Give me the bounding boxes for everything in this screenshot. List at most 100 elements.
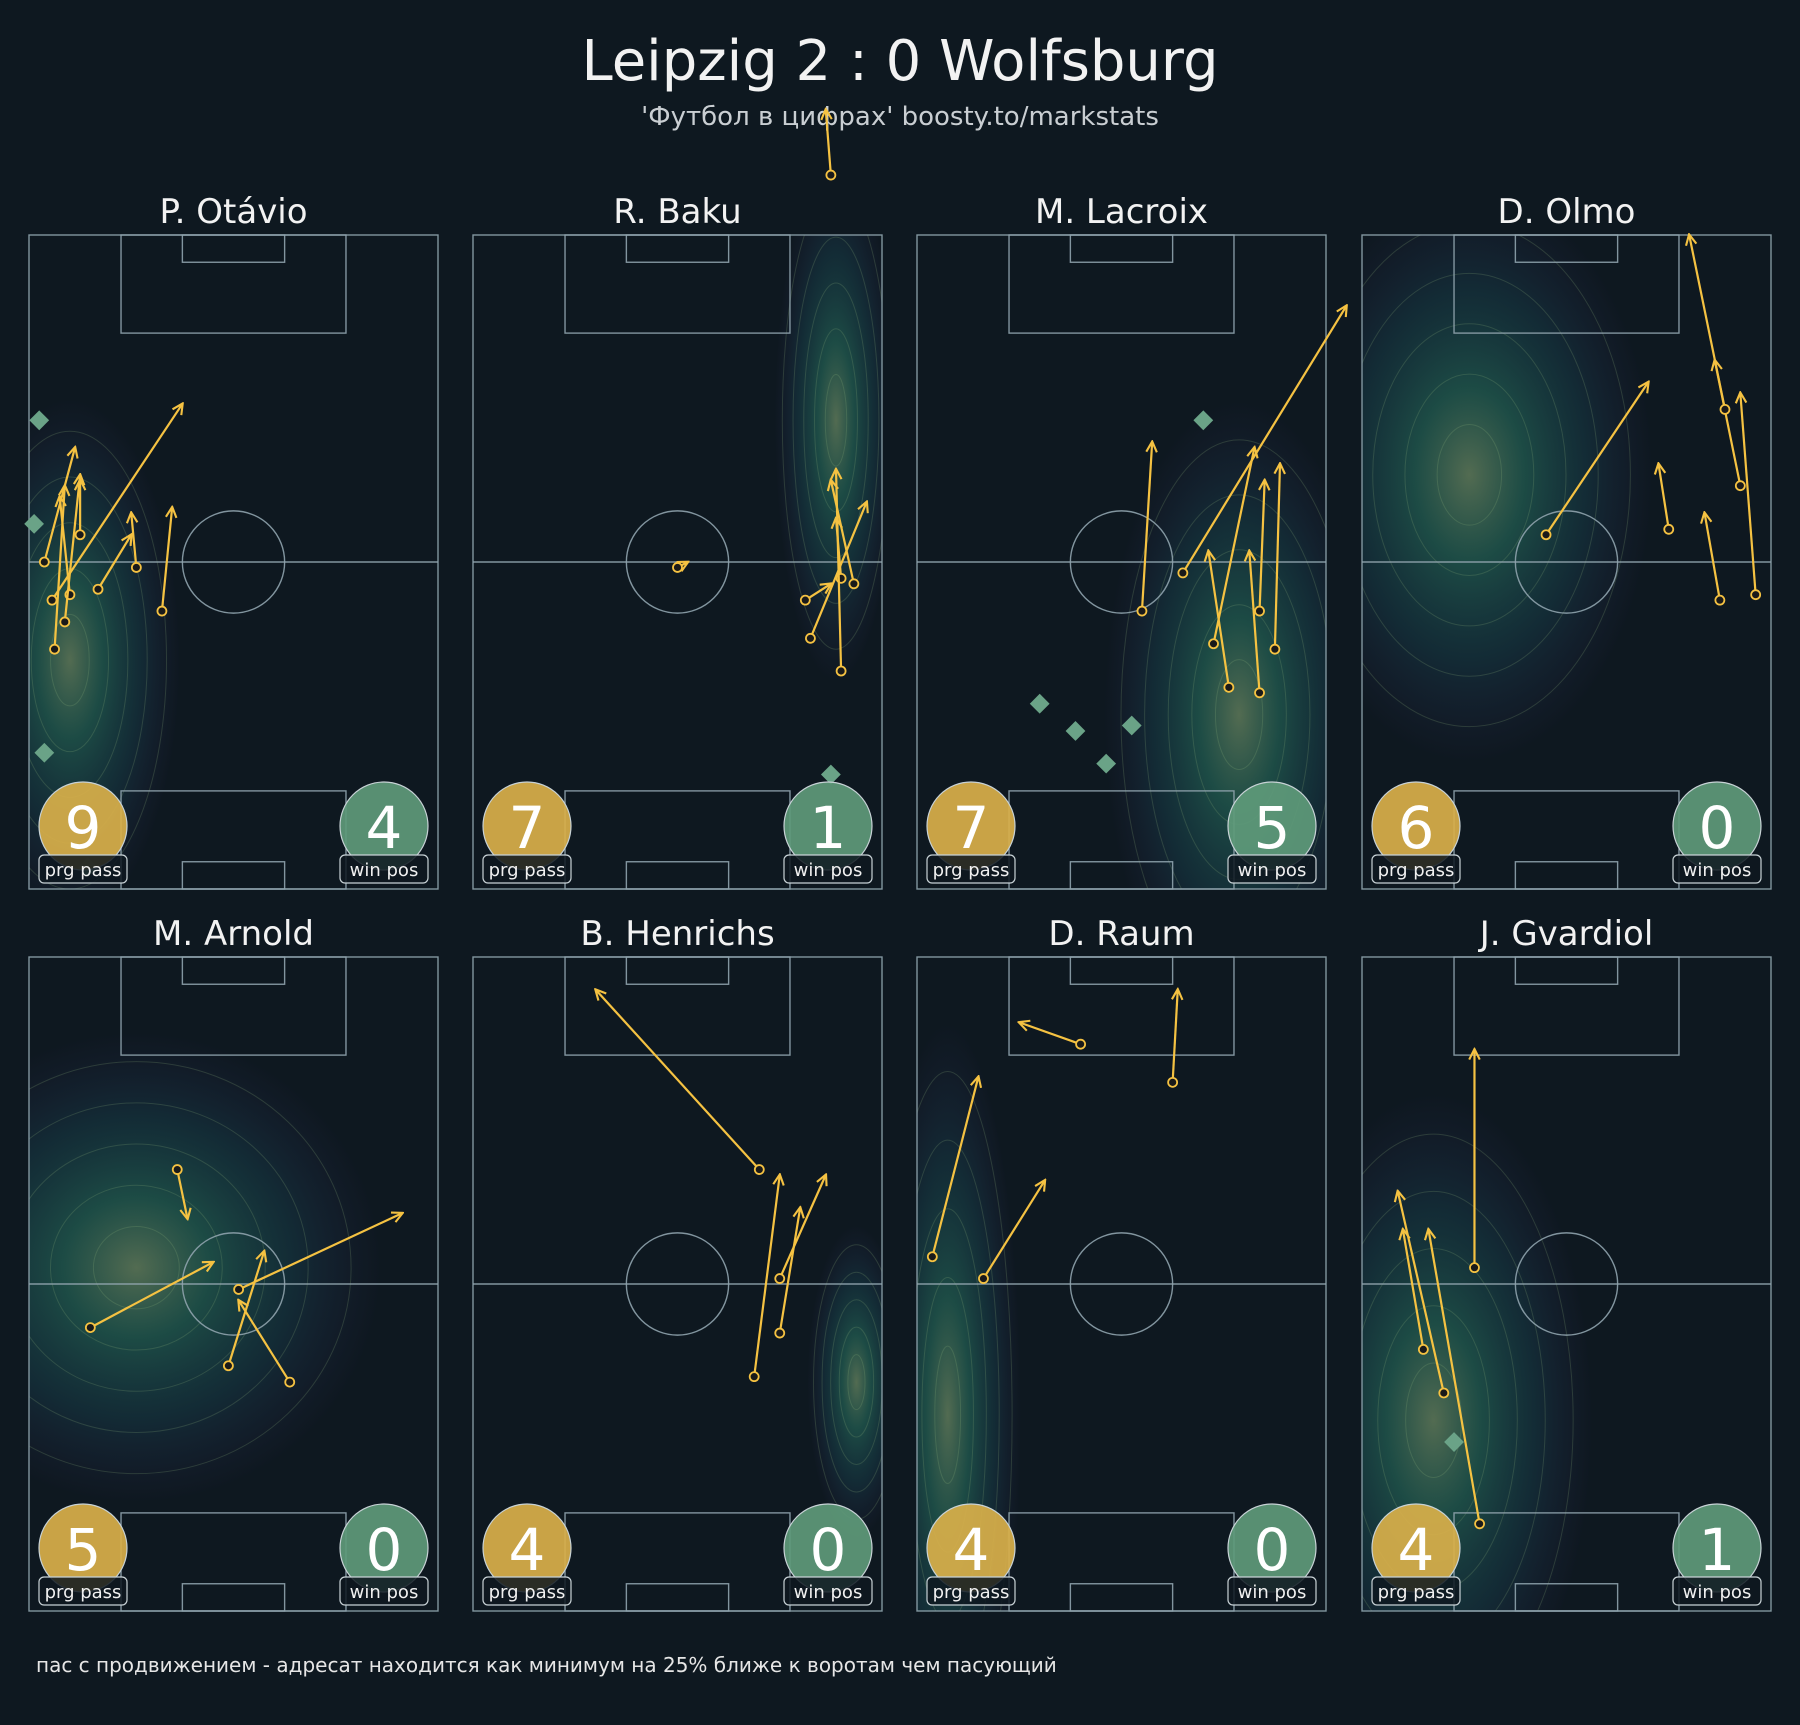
progressive-pass-arrow (826, 110, 831, 176)
pass-origin (1208, 638, 1219, 650)
prg-pass-label-box (38, 854, 128, 884)
heat-contour (838, 1326, 875, 1438)
pass-origin (1469, 1262, 1480, 1274)
heat-layer (774, 235, 882, 682)
penalty-box-bottom (120, 1512, 347, 1612)
heat-contour (29, 1102, 309, 1433)
win-pos-label: win pos (350, 860, 419, 881)
prg-pass-label: prg pass (933, 1582, 1010, 1603)
progressive-pass-arrow (1249, 551, 1261, 693)
prg-pass-count: 7 (953, 794, 990, 862)
pass-origin (222, 1360, 234, 1372)
progressive-pass-arrow (1181, 306, 1347, 574)
prg-pass-count: 4 (1398, 1516, 1435, 1584)
pass-origin (284, 1376, 296, 1388)
pass-origin (978, 1273, 989, 1284)
win-pos-label-box (783, 1576, 873, 1606)
player-name: P. Otávio (159, 192, 307, 232)
pass-origin (1223, 681, 1235, 693)
prg-pass-label-box (926, 1576, 1016, 1606)
progressive-pass-arrow (1275, 464, 1280, 650)
progressive-pass-arrow (63, 475, 80, 623)
heat-contour (1404, 373, 1535, 577)
progressive-pass-arrow (131, 513, 136, 568)
penalty-box-top (564, 956, 791, 1056)
penalty-box-top (564, 234, 791, 334)
heat-contour (781, 235, 882, 650)
six-yard-box-top (1069, 234, 1174, 263)
centre-circle (625, 510, 730, 614)
penalty-box-bottom (564, 1512, 791, 1612)
prg-pass-label: prg pass (45, 1582, 122, 1603)
prg-pass-label-box (1371, 854, 1461, 884)
win-pos-count: 0 (1699, 794, 1736, 862)
pass-origin (233, 1284, 245, 1295)
pass-origin (74, 529, 86, 541)
heat-contour (1362, 272, 1599, 677)
pass-origin (1254, 687, 1265, 699)
heat-zone (917, 1022, 1022, 1611)
prg-pass-label-box (482, 1576, 572, 1606)
six-yard-box-top (181, 234, 286, 263)
pitch (1361, 956, 1772, 1612)
pass-origin (1714, 594, 1726, 606)
prg-pass-label-box (482, 854, 572, 884)
prg-pass-label: prg pass (489, 1582, 566, 1603)
figure-title: Leipzig 2 : 0 Wolfsburg (581, 29, 1218, 94)
win-pos-label: win pos (350, 1582, 419, 1603)
pass-origin (46, 594, 58, 606)
win-pos-label-box (1672, 854, 1762, 884)
prg-pass-label: prg pass (45, 860, 122, 881)
heat-contour (1362, 1190, 1546, 1611)
pass-origin (49, 643, 60, 655)
win-pos-count: 4 (366, 794, 403, 862)
win-pos-label: win pos (1683, 1582, 1752, 1603)
heat-contour (29, 1143, 266, 1392)
heat-contour (29, 1061, 352, 1475)
pitch (28, 956, 439, 1612)
prg-pass-count: 7 (509, 794, 546, 862)
win-position-marker (1193, 410, 1214, 431)
pass-origin (748, 1371, 760, 1383)
heat-contour (917, 1071, 1013, 1611)
heat-contour (803, 282, 869, 559)
progressive-pass-arrow (238, 1213, 403, 1291)
heat-contour (49, 1184, 223, 1351)
progressive-pass-arrow (778, 1175, 826, 1279)
penalty-box-bottom (564, 790, 791, 890)
six-yard-box-bottom (181, 1583, 286, 1612)
win-pos-label-box (783, 854, 873, 884)
player-name: D. Olmo (1498, 192, 1636, 232)
pass-origin (799, 594, 811, 606)
prg-pass-label: prg pass (1378, 860, 1455, 881)
pitch (472, 956, 883, 1612)
progressive-pass-arrow (239, 1300, 291, 1383)
pass-origin (835, 665, 847, 677)
progressive-pass-arrow (1019, 1022, 1081, 1046)
heat-layer (1362, 1093, 1594, 1611)
prg-pass-count: 6 (1398, 794, 1435, 862)
centre-circle (181, 510, 286, 614)
pass-origin (1663, 523, 1675, 535)
win-pos-count: 5 (1254, 794, 1291, 862)
heat-contour (1362, 235, 1631, 728)
prg-pass-label-box (1371, 1576, 1461, 1606)
centre-circle (181, 1232, 286, 1336)
progressive-pass-arrow (176, 1169, 187, 1219)
six-yard-box-top (1514, 234, 1619, 263)
win-pos-label: win pos (1238, 1582, 1307, 1603)
progressive-pass-arrow (1740, 393, 1757, 595)
six-yard-box-bottom (181, 861, 286, 890)
heat-contour (821, 1271, 882, 1493)
pass-origin (1075, 1038, 1086, 1050)
progressive-pass-arrow (53, 486, 65, 650)
pass-origin (1136, 605, 1148, 617)
penalty-box-top (1008, 234, 1235, 334)
pass-origin (1254, 605, 1265, 617)
progressive-pass-arrow (1260, 480, 1265, 612)
